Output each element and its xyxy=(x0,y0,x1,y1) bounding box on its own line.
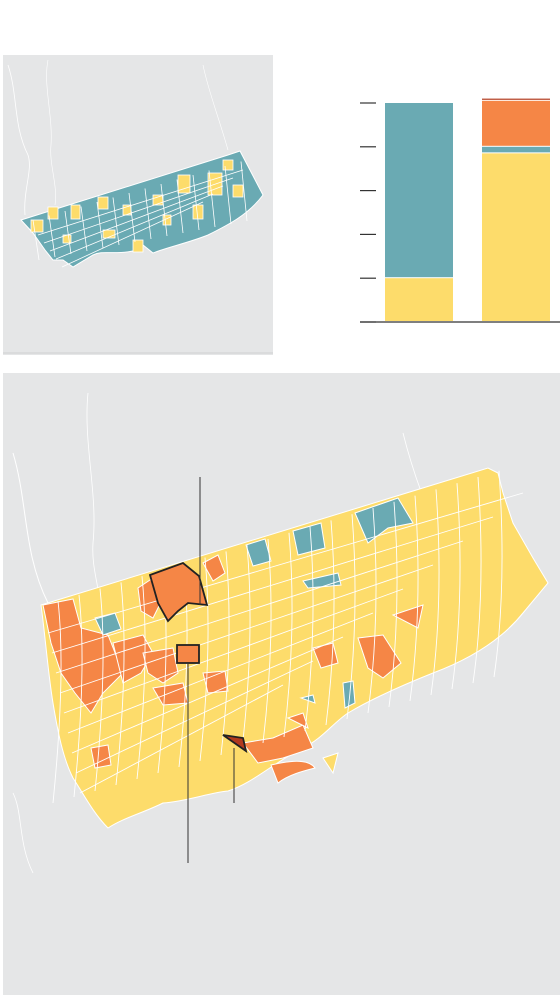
overview-boundary xyxy=(61,201,204,268)
detail-orange-area xyxy=(242,724,314,764)
detail-map-svg xyxy=(3,373,560,995)
detail-boundary xyxy=(199,557,209,762)
overview-yellow-area xyxy=(47,206,59,220)
detail-map xyxy=(3,373,560,995)
highlight-area-central xyxy=(176,644,200,664)
detail-boundary xyxy=(409,495,419,702)
detail-teal-area xyxy=(292,522,326,556)
overview-yellow-area xyxy=(70,204,81,220)
overview-boundary xyxy=(208,170,216,228)
overview-river-2 xyxy=(46,59,56,206)
detail-boundary xyxy=(63,588,404,714)
detail-teal-area xyxy=(245,538,272,567)
overview-river-3 xyxy=(202,64,229,151)
detail-city-shape xyxy=(40,467,549,829)
overview-boundary xyxy=(49,185,224,252)
detail-boundary xyxy=(451,483,461,690)
overview-boundary xyxy=(32,219,40,261)
detail-teal-area xyxy=(354,497,414,544)
detail-orange-area xyxy=(286,712,309,729)
detail-boundary xyxy=(136,576,146,780)
detail-orange-area xyxy=(90,744,112,769)
detail-teal-areas xyxy=(94,497,414,709)
overview-map xyxy=(3,55,273,355)
stacked-bar-chart xyxy=(350,95,560,335)
chart-bars xyxy=(385,98,550,321)
detail-boundary xyxy=(283,532,293,738)
overview-boundary xyxy=(192,174,200,231)
overview-boundary xyxy=(64,210,72,255)
detail-boundary xyxy=(388,501,398,708)
highlight-area-south xyxy=(222,734,248,754)
overview-boundary xyxy=(80,206,88,252)
detail-boundary xyxy=(47,492,524,634)
overview-river-1 xyxy=(7,64,30,216)
detail-boundary xyxy=(52,600,62,804)
detail-boundary xyxy=(325,520,335,726)
bar-1-segment-3 xyxy=(482,98,550,100)
overview-boundary xyxy=(160,183,168,237)
highlight-area-north xyxy=(148,561,209,623)
detail-island xyxy=(270,760,316,784)
detail-boundary xyxy=(304,526,314,732)
overview-boundary xyxy=(240,161,248,222)
detail-boundary xyxy=(346,514,356,720)
detail-river-4 xyxy=(12,792,34,874)
detail-boundary xyxy=(67,612,374,734)
overview-boundary xyxy=(176,179,184,234)
detail-boundary xyxy=(79,684,284,794)
detail-island-east xyxy=(322,752,339,775)
detail-teal-area xyxy=(342,680,356,709)
overview-map-svg xyxy=(3,55,273,355)
overview-lake xyxy=(3,155,273,355)
overview-yellow-area xyxy=(232,184,244,198)
overview-yellow-areas xyxy=(30,159,244,253)
overview-yellow-area xyxy=(132,239,144,253)
detail-boundary xyxy=(472,476,482,684)
detail-boundaries xyxy=(47,470,524,804)
detail-boundary xyxy=(241,545,251,750)
bar-1-segment-2 xyxy=(482,100,550,146)
chart-ticks xyxy=(360,102,376,323)
overview-yellow-area xyxy=(97,196,109,210)
detail-boundary xyxy=(55,540,464,674)
overview-yellow-area xyxy=(177,174,191,194)
overview-boundaries xyxy=(32,161,248,268)
overview-boundary xyxy=(37,169,244,236)
detail-boundary xyxy=(71,636,344,754)
detail-boundary xyxy=(75,660,314,774)
detail-boundary xyxy=(59,564,434,694)
overview-yellow-area xyxy=(102,229,116,239)
detail-boundary xyxy=(94,588,104,792)
detail-orange-area xyxy=(391,604,424,629)
detail-teal-area xyxy=(94,612,122,636)
detail-boundary xyxy=(430,489,440,696)
bar-1-segment-0 xyxy=(482,153,550,321)
overview-boundary xyxy=(144,188,152,240)
detail-orange-area xyxy=(357,634,402,679)
overview-boundary xyxy=(55,193,214,260)
bar-0-segment-1 xyxy=(385,103,453,278)
detail-orange-area xyxy=(202,554,226,582)
overview-boundary xyxy=(48,215,56,258)
detail-boundary xyxy=(115,582,125,786)
overview-boundary xyxy=(43,177,234,244)
overview-yellow-area xyxy=(192,204,204,220)
overview-boundary xyxy=(112,197,120,246)
bar-0-segment-0 xyxy=(385,278,453,321)
detail-boundary xyxy=(73,594,83,798)
chart-svg xyxy=(360,98,560,323)
detail-boundary xyxy=(367,507,377,714)
detail-boundary xyxy=(220,551,230,756)
overview-yellow-area xyxy=(222,159,234,171)
detail-boundary xyxy=(51,516,494,654)
bar-1-segment-1 xyxy=(482,146,550,153)
overview-yellow-area xyxy=(30,219,44,233)
